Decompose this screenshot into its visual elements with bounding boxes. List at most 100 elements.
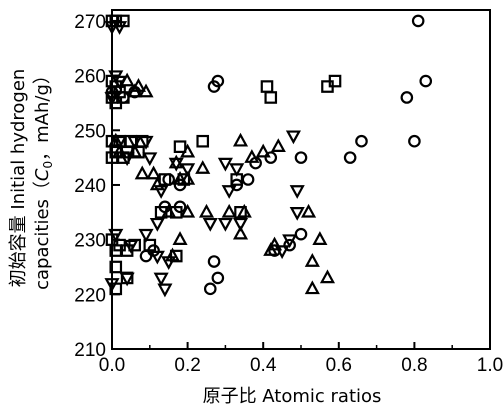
x-tick-label: 0.8 [401,355,427,376]
y-axis-title-line2: capacities（C0，mAh/g） [32,66,55,290]
data-point-square [260,80,274,93]
data-point-triangle-down [138,135,154,150]
data-point-triangle-down [123,239,139,254]
data-point-square [328,74,342,88]
data-point-triangle-up [301,203,317,218]
data-point-triangle-down [289,207,305,221]
y-axis-title-variable: C [32,168,53,181]
data-point-triangle-up [232,225,249,240]
data-point-circle [162,173,175,186]
data-point-triangle-up [195,160,211,174]
data-point-triangle-down [217,157,233,172]
data-point-triangle-down [282,234,298,249]
data-point-triangle-down [274,245,290,260]
data-point-triangle-down [112,75,128,90]
data-point-triangle-up [180,171,196,185]
y-axis-title-prefix: capacities（ [32,181,53,290]
data-point-circle [207,80,221,93]
data-point-triangle-down [221,185,237,199]
data-point-square [158,173,172,186]
y-axis-title-subscript: 0 [41,161,55,169]
data-point-circle [408,134,421,148]
data-point-circle [230,178,244,192]
data-point-triangle-down [104,21,120,35]
data-point-triangle-up [255,143,271,158]
data-point-circle [419,74,433,88]
data-point-circle [117,91,130,104]
y-axis-title-line1: 初始容量 Initial hydrogen [8,69,29,288]
data-point-triangle-up [244,149,260,163]
data-point-triangle-down [229,163,245,178]
data-point-triangle-up [270,138,286,152]
data-point-triangle-up [198,203,215,218]
data-point-triangle-up [312,231,328,245]
data-point-triangle-up [134,165,150,180]
data-point-triangle-up [112,143,128,158]
data-point-triangle-down [289,185,305,199]
y-axis-title-suffix: ，mAh/g） [32,66,53,161]
y-tick-label: 240 [74,176,106,197]
data-point-circle [173,200,187,214]
data-point-circle [355,134,368,148]
x-axis-title: 原子比 Atomic ratios [203,386,382,407]
data-point-triangle-down [153,185,169,199]
data-point-triangle-up [304,280,320,295]
data-point-triangle-down [157,283,173,298]
data-point-triangle-up [108,132,124,147]
data-point-circle [105,85,119,99]
data-point-triangle-down [119,272,135,287]
data-point-circle [294,227,308,241]
y-tick-label: 250 [74,121,106,142]
data-point-circle [207,255,221,268]
data-point-triangle-up [161,203,177,218]
data-point-triangle-up [172,231,188,245]
y-tick-label: 230 [74,231,106,252]
data-point-triangle-down [104,278,120,292]
data-point-circle [241,173,255,186]
y-tick-label: 260 [74,67,106,88]
data-point-square [196,134,210,148]
data-point-circle [173,178,187,192]
data-point-triangle-down [108,228,124,243]
data-point-square [173,140,187,153]
x-tick-label: 0.4 [250,355,277,376]
data-point-triangle-down [153,272,169,287]
data-point-triangle-up [319,269,336,284]
data-point-triangle-down [138,228,154,243]
data-point-triangle-down [119,152,135,167]
data-point-triangle-down [285,130,301,145]
data-point-triangle-down [149,217,165,232]
data-point-triangle-up [304,253,320,267]
data-point-triangle-up [263,242,279,256]
data-point-circle [203,282,217,296]
data-point-circle [211,271,225,285]
data-point-circle [264,151,278,164]
data-point-triangle-up [180,143,196,158]
data-point-triangle-up [146,165,162,180]
data-point-triangle-down [168,157,184,172]
x-tick-label: 0.6 [326,355,352,376]
data-point-triangle-down [232,217,249,232]
data-point-triangle-down [112,21,128,35]
y-tick-label: 270 [74,12,106,33]
data-point-circle [411,14,425,28]
x-tick-label: 1.0 [477,355,503,376]
data-point-triangle-down [180,163,196,178]
data-point-triangle-down [217,217,233,232]
x-tick-label: 0.2 [174,355,200,376]
data-point-circle [343,151,357,164]
data-point-triangle-down [161,256,177,271]
data-point-triangle-down [149,250,165,265]
data-point-triangle-up [172,171,188,185]
data-point-triangle-down [202,217,218,232]
y-tick-label: 220 [74,285,106,306]
data-point-triangle-down [112,135,128,150]
data-point-square [264,91,278,104]
data-point-triangle-down [127,135,143,150]
data-point-circle [283,238,296,252]
data-point-triangle-up [232,132,249,147]
data-point-circle [400,91,414,104]
y-tick-label: 210 [74,340,106,361]
data-point-circle [294,151,308,164]
